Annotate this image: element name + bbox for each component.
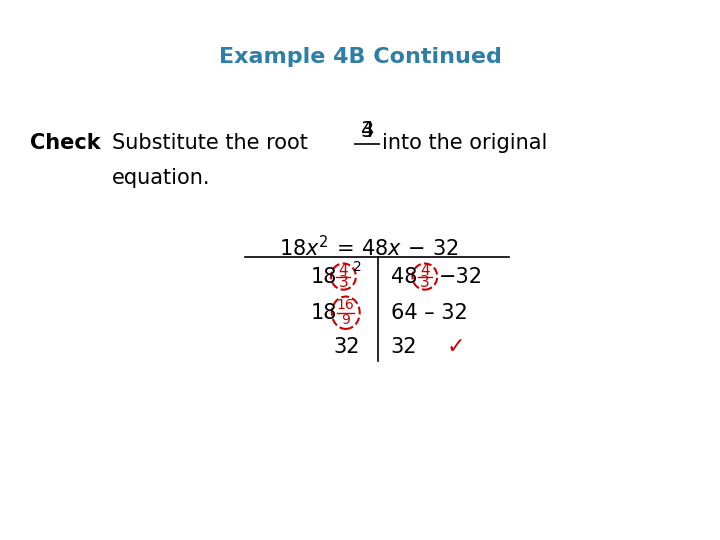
Text: 4: 4 — [361, 121, 374, 141]
Text: 32: 32 — [391, 338, 417, 357]
Text: 9: 9 — [341, 313, 350, 327]
Text: 3: 3 — [338, 275, 348, 290]
Text: 48: 48 — [391, 267, 417, 287]
Text: 64 – 32: 64 – 32 — [391, 303, 467, 323]
Text: Example 4B Continued: Example 4B Continued — [219, 46, 501, 67]
Text: 3: 3 — [420, 275, 430, 290]
Text: ✓: ✓ — [446, 338, 465, 357]
Text: 16: 16 — [337, 298, 355, 312]
Text: into the original: into the original — [382, 133, 547, 153]
Text: 4: 4 — [338, 263, 348, 278]
Text: 3: 3 — [361, 121, 374, 141]
Text: 2: 2 — [353, 260, 361, 274]
Text: $18x^2\/ =\/ 48x\/ -\/ 32$: $18x^2\/ =\/ 48x\/ -\/ 32$ — [279, 235, 459, 260]
Text: 32: 32 — [333, 338, 360, 357]
Text: equation.: equation. — [112, 168, 210, 188]
Text: Check: Check — [30, 133, 101, 153]
Text: 18: 18 — [311, 303, 337, 323]
Text: Substitute the root: Substitute the root — [112, 133, 307, 153]
Text: 18: 18 — [311, 267, 337, 287]
Text: 4: 4 — [420, 263, 430, 278]
Text: −32: −32 — [438, 267, 482, 287]
